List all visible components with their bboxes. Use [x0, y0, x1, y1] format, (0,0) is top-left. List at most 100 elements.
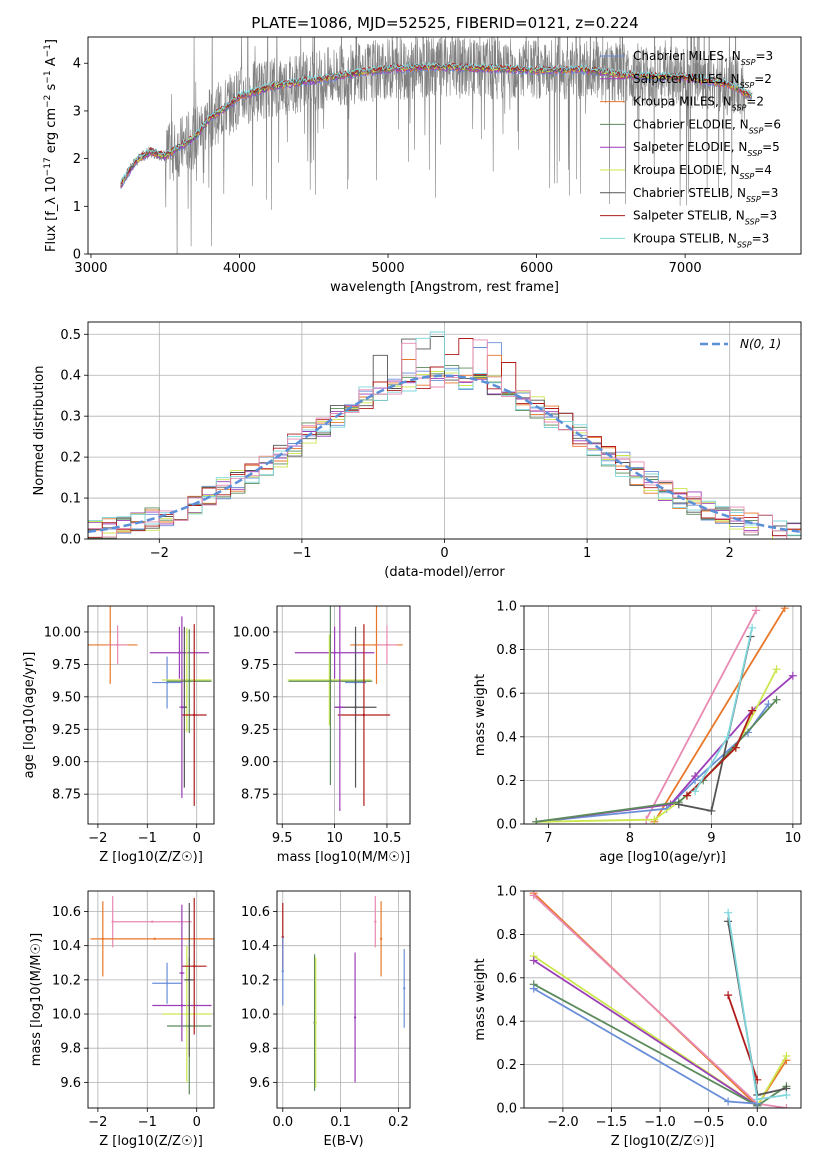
y-tick-label: 3 — [73, 104, 81, 119]
x-axis-label: wavelength [Angstrom, rest frame] — [330, 280, 559, 295]
y-tick-label: 0.6 — [496, 971, 517, 986]
data-point — [385, 643, 389, 647]
x-tick-label: 0.2 — [388, 1115, 409, 1130]
y-tick-label: 9.6 — [249, 1076, 270, 1091]
y-axis-label: mass weight — [473, 958, 488, 1040]
x-tick-label: 7 — [544, 831, 552, 846]
x-tick-label: 4000 — [223, 261, 256, 276]
data-point — [362, 713, 366, 717]
data-point — [180, 706, 184, 709]
legend-suffix: =5 — [762, 140, 780, 154]
y-tick-label: 9.75 — [241, 658, 270, 673]
panel-mass-weight-vs-Z: −2.0 −1.5 −1.0 −0.5 0.0 0.0 0.2 0.4 0.6 0.8 1.0 Z [… — [473, 885, 802, 1149]
x-axis-label: Z [log10(Z/Z☉)] — [611, 1134, 715, 1149]
weight-series-line — [536, 703, 770, 823]
weight-marker — [772, 665, 781, 674]
data-point — [180, 971, 184, 975]
legend-entry: Kroupa MILES, NSSP=2 — [633, 95, 764, 113]
legend-suffix: =2 — [754, 72, 772, 86]
y-tick-label: 10.0 — [241, 1008, 270, 1023]
y-tick-label: 0.4 — [496, 730, 517, 745]
y-tick-label: 9.8 — [249, 1042, 270, 1057]
legend-entry: Salpeter MILES, NSSP=2 — [633, 72, 772, 90]
x-tick-label: −1.5 — [596, 1115, 628, 1130]
legend-subscript: SSP — [747, 149, 762, 158]
x-tick-label: 0.1 — [330, 1115, 351, 1130]
y-tick-label: 9.50 — [241, 690, 270, 705]
weight-marker — [752, 606, 761, 615]
y-axis-label: mass [log10(M/M☉)] — [29, 933, 44, 1066]
y-tick-label: 1.0 — [496, 600, 517, 615]
y-tick-label: 0.0 — [60, 533, 81, 548]
y-tick-label: 0.8 — [496, 643, 517, 658]
legend-label: Kroupa STELIB, N — [633, 231, 737, 245]
y-tick-label: 0.0 — [496, 1102, 517, 1117]
x-tick-label: −2 — [88, 1115, 107, 1130]
x-axis-label: mass [log10(M/M☉)] — [277, 850, 410, 865]
weight-marker — [529, 891, 538, 900]
data-point — [379, 937, 383, 941]
x-tick-label: 9 — [707, 831, 715, 846]
plot-area — [88, 606, 212, 806]
x-tick-label: 8 — [626, 831, 634, 846]
y-axis-label: age [log10(age/yr)] — [22, 652, 37, 779]
legend-suffix: =3 — [761, 186, 779, 200]
weight-marker — [782, 1051, 791, 1060]
y-tick-label: 0.1 — [60, 492, 81, 507]
data-point — [165, 681, 169, 684]
x-tick-label: 10.5 — [372, 831, 401, 846]
y-tick-label: 0.0 — [496, 818, 517, 833]
y-tick-label: 0 — [73, 248, 81, 263]
weight-series-line — [653, 607, 786, 823]
plot-area — [281, 896, 406, 1091]
weight-series-line — [645, 609, 757, 821]
legend-subscript: SSP — [749, 126, 764, 135]
data-point — [338, 706, 342, 709]
x-tick-label: 0 — [193, 1115, 201, 1130]
data-point — [151, 920, 154, 923]
y-tick-label: 9.00 — [241, 755, 270, 770]
data-point — [188, 680, 191, 683]
legend-suffix: =3 — [755, 49, 773, 63]
panel-mass-vs-ebv: 0.0 0.1 0.2 9.6 9.8 10.0 10.2 10.4 10.6 E(B-V) — [241, 890, 411, 1149]
plot-area — [88, 331, 801, 539]
x-axis-label: Z [log10(Z/Z☉)] — [99, 1134, 203, 1149]
weight-series-line — [536, 675, 794, 823]
x-tick-label: −1 — [292, 546, 311, 561]
weight-marker — [691, 772, 700, 781]
weight-series-line — [536, 699, 778, 823]
data-point — [185, 1012, 189, 1016]
panel-age-vs-mass: 9.5 10 10.5 8.75 9.00 9.25 9.50 9.75 10.00 mass [… — [233, 605, 411, 865]
weight-marker — [724, 917, 733, 926]
y-axis-label: Normed distribution — [32, 366, 47, 496]
legend-entry: Kroupa STELIB, NSSP=3 — [633, 231, 769, 249]
data-point — [193, 713, 196, 717]
data-point — [314, 1021, 317, 1024]
legend-entry: Chabrier MILES, NSSP=3 — [633, 49, 773, 67]
weight-marker — [731, 743, 740, 752]
weight-marker — [529, 984, 538, 993]
weight-marker — [682, 791, 691, 800]
data-point — [153, 937, 156, 941]
x-tick-label: 5000 — [372, 261, 405, 276]
weight-marker — [780, 606, 789, 613]
x-tick-label: −0.5 — [693, 1115, 725, 1130]
plot-area — [529, 891, 791, 1108]
weight-series-line — [533, 987, 758, 1105]
model-spectrum-line — [120, 61, 753, 183]
x-tick-label: −2 — [150, 546, 169, 561]
legend-label: Salpeter STELIB, N — [633, 209, 745, 223]
weight-marker — [724, 1097, 733, 1106]
x-tick-label: −1 — [138, 1115, 157, 1130]
panel-mass-vs-Z: −2 −1 0 9.6 9.8 10.0 10.2 10.4 10.6 Z [log10(Z/Z☉… — [29, 890, 215, 1149]
y-tick-label: 1 — [73, 200, 81, 215]
legend-subscript: SSP — [737, 240, 752, 249]
x-axis-label: (data-model)/error — [384, 565, 505, 580]
y-tick-label: 0.4 — [60, 369, 81, 384]
weight-marker — [529, 956, 538, 965]
x-tick-label: 10 — [785, 831, 802, 846]
weight-series-line — [533, 959, 758, 1107]
y-tick-label: 10.6 — [241, 905, 270, 920]
legend-entry: Chabrier STELIB, NSSP=3 — [633, 186, 778, 204]
data-point — [193, 964, 196, 968]
